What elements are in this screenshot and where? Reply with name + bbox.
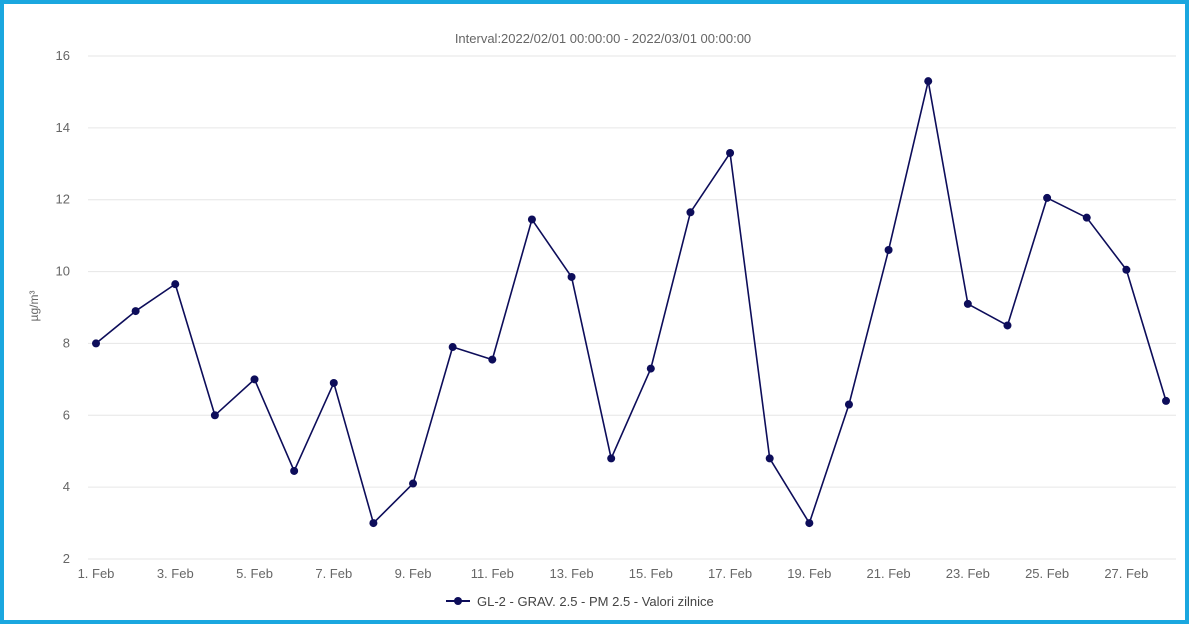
y-axis-ticks: 2 4 6 8 10 12 14 16 xyxy=(56,48,70,566)
series-group xyxy=(92,77,1170,528)
data-point[interactable] xyxy=(131,307,140,316)
data-point[interactable] xyxy=(290,466,299,475)
data-point[interactable] xyxy=(448,343,457,352)
grid-lines xyxy=(88,55,1176,560)
data-point[interactable] xyxy=(1082,213,1091,222)
series-line xyxy=(95,80,1167,524)
x-tick-label: 7. Feb xyxy=(315,566,352,581)
data-point[interactable] xyxy=(488,355,497,364)
y-tick-label: 2 xyxy=(63,551,70,566)
data-point[interactable] xyxy=(726,149,735,158)
y-tick-label: 10 xyxy=(56,264,70,279)
y-axis-label: µg/m³ xyxy=(27,291,41,322)
y-tick-label: 16 xyxy=(56,48,70,63)
x-tick-label: 23. Feb xyxy=(946,566,990,581)
x-tick-label: 25. Feb xyxy=(1025,566,1069,581)
y-tick-label: 12 xyxy=(56,192,70,207)
x-tick-label: 27. Feb xyxy=(1104,566,1148,581)
data-point[interactable] xyxy=(963,299,972,308)
x-tick-label: 5. Feb xyxy=(236,566,273,581)
data-point[interactable] xyxy=(646,364,655,373)
data-point[interactable] xyxy=(924,77,933,86)
x-tick-label: 21. Feb xyxy=(867,566,911,581)
data-point[interactable] xyxy=(607,454,616,463)
x-tick-label: 13. Feb xyxy=(550,566,594,581)
data-point[interactable] xyxy=(171,280,180,289)
data-point[interactable] xyxy=(1122,265,1131,274)
x-tick-label: 19. Feb xyxy=(787,566,831,581)
data-point[interactable] xyxy=(329,378,338,387)
data-point[interactable] xyxy=(210,411,219,420)
x-tick-label: 17. Feb xyxy=(708,566,752,581)
data-point[interactable] xyxy=(765,454,774,463)
x-tick-label: 15. Feb xyxy=(629,566,673,581)
data-point[interactable] xyxy=(1162,396,1170,405)
legend-marker-swatch xyxy=(454,597,462,605)
legend-series-label: GL-2 - GRAV. 2.5 - PM 2.5 - Valori zilni… xyxy=(477,594,714,609)
y-tick-label: 4 xyxy=(63,479,70,494)
x-tick-label: 9. Feb xyxy=(395,566,432,581)
x-axis-ticks: 1. Feb 3. Feb 5. Feb 7. Feb 9. Feb 11. Feb 13.… xyxy=(78,566,1149,581)
legend[interactable]: GL-2 - GRAV. 2.5 - PM 2.5 - Valori zilni… xyxy=(446,594,714,609)
data-point[interactable] xyxy=(250,375,259,384)
data-point[interactable] xyxy=(884,246,893,255)
x-tick-label: 3. Feb xyxy=(157,566,194,581)
data-point[interactable] xyxy=(409,479,418,488)
data-point[interactable] xyxy=(805,519,814,528)
data-point[interactable] xyxy=(567,272,576,281)
x-tick-label: 11. Feb xyxy=(471,566,514,581)
y-tick-label: 8 xyxy=(63,335,70,350)
data-point[interactable] xyxy=(527,215,536,224)
data-point[interactable] xyxy=(92,339,100,348)
data-point[interactable] xyxy=(844,400,853,409)
x-tick-label: 1. Feb xyxy=(78,566,115,581)
data-point[interactable] xyxy=(686,208,695,217)
data-point[interactable] xyxy=(1003,321,1012,330)
y-tick-label: 6 xyxy=(63,407,70,422)
data-point[interactable] xyxy=(1043,193,1052,202)
chart-title: Interval:2022/02/01 00:00:00 - 2022/03/0… xyxy=(455,31,751,46)
y-tick-label: 14 xyxy=(56,120,70,135)
data-point[interactable] xyxy=(369,519,378,528)
